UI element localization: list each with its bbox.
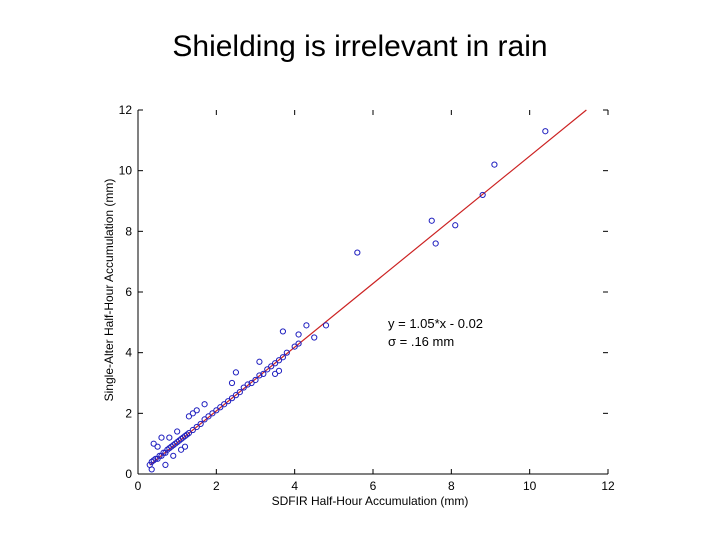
data-point [150,440,157,447]
data-point [160,449,167,456]
data-point [174,428,181,435]
data-point [271,370,279,377]
data-point [224,398,232,405]
data-point [279,354,287,361]
data-point [256,358,263,365]
data-point [432,240,439,247]
data-point [166,434,173,441]
slide-title: Shielding is irrelevant in rain [172,30,548,63]
data-point [311,334,318,341]
data-point [291,343,298,350]
data-point [228,379,236,387]
data-point [193,407,200,414]
data-point [479,191,486,199]
data-point [232,392,240,399]
data-point [154,443,161,450]
data-point [154,455,161,462]
data-point [152,455,159,462]
data-point [185,413,193,420]
data-point [189,410,196,417]
chart-marks [146,109,587,473]
x-tick-label: 0 [135,479,142,493]
data-point [248,379,255,387]
x-axis-label: SDFIR Half-Hour Accumulation (mm) [272,494,469,508]
x-tick-label: 2 [213,479,220,493]
fit-equation-label: y = 1.05*x - 0.02 [388,316,483,331]
y-tick-label: 8 [125,224,132,238]
data-point [205,413,212,420]
x-tick-label: 8 [448,479,455,493]
data-point [275,357,283,364]
data-point [162,461,169,468]
data-point [244,381,251,388]
chart-axes: 0 2 4 6 8 10 12 0 2 4 6 8 10 12 [119,103,615,493]
fit-line [149,109,587,466]
data-point [217,404,224,411]
data-point [295,331,302,338]
data-point [252,376,259,384]
data-point [189,426,196,434]
data-point [170,452,177,459]
data-point [197,420,204,428]
data-point [148,466,155,473]
data-point [193,423,200,431]
x-tick-label: 4 [291,479,298,493]
data-point [232,369,240,376]
data-point [181,443,189,450]
fit-sigma-label: σ = .16 mm [388,334,454,349]
data-point [256,372,263,379]
x-tick-label: 12 [601,479,615,493]
data-point [158,452,165,459]
data-point [240,384,247,391]
data-point [156,452,163,459]
data-point [542,128,549,135]
data-point [279,328,287,335]
y-tick-label: 12 [119,103,133,117]
y-tick-label: 6 [125,285,132,299]
data-point [268,363,275,370]
data-point [354,249,361,256]
data-point [295,340,302,347]
y-axis-label: Single-Alter Half-Hour Accumulation (mm) [102,179,116,402]
data-point [303,322,310,329]
data-point [221,401,228,408]
data-point [213,407,220,414]
data-point [201,416,208,423]
data-point [158,434,165,441]
data-point [260,370,267,377]
y-tick-label: 0 [125,467,132,481]
data-point [228,395,236,402]
data-point [322,322,330,329]
data-point [209,410,216,417]
x-tick-label: 10 [523,479,537,493]
data-point [283,349,290,356]
y-tick-label: 10 [119,164,133,178]
data-point [264,366,271,373]
data-point [491,161,498,168]
data-point [452,222,459,229]
data-point [201,401,208,408]
data-point [185,429,193,437]
data-point [428,217,435,224]
data-point [271,360,279,367]
y-tick-label: 4 [125,346,132,360]
data-point [162,449,169,456]
x-tick-label: 6 [370,479,377,493]
data-point [177,446,185,453]
y-tick-label: 2 [125,406,132,420]
data-point [275,367,283,374]
data-point [236,389,243,396]
